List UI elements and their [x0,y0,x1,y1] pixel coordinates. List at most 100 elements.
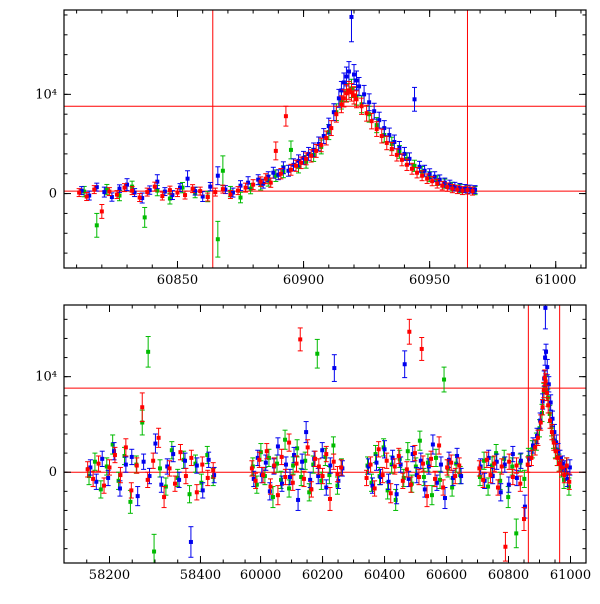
data-point [253,472,259,489]
data-point [374,121,380,137]
x-tick-label: 60800 [488,568,529,583]
data-point [326,465,332,485]
data-point [116,184,122,193]
data-point [306,483,312,502]
data-point [417,430,423,451]
x-tick-label: 61000 [550,568,591,583]
data-point [139,392,145,423]
data-point [416,468,422,486]
data-point [303,152,309,166]
data-point [141,453,147,470]
data-point [477,467,483,487]
data-point [101,186,107,198]
data-point [318,137,324,153]
data-point [270,166,276,179]
bottom-panel: 58200 58400 60000 60200 60400 60600 60800 61000… [35,304,591,583]
data-point [290,474,296,491]
data-point [373,454,379,471]
data-point [412,86,418,112]
data-point [99,450,105,467]
data-point [356,76,362,96]
data-point [291,446,297,464]
data-point [408,476,414,493]
data-point [164,458,170,475]
data-point [354,90,360,109]
top-panel-ticks [64,10,586,268]
data-point [476,460,482,477]
data-point [263,173,269,185]
data-point [275,437,281,456]
data-point [376,441,382,458]
data-point [498,483,504,502]
data-point [429,176,435,187]
data-point [394,148,400,162]
data-point [129,186,135,196]
data-point [419,336,425,361]
data-point [386,127,392,143]
data-point [424,485,430,508]
data-point [144,187,150,197]
data-point [94,212,100,238]
data-point [564,457,570,474]
data-point [414,466,420,484]
data-point [392,458,398,475]
data-point [464,185,470,195]
data-point [400,472,406,489]
data-point [122,183,128,193]
x-tick-label: 60200 [302,568,343,583]
data-point [525,456,531,473]
data-point [433,448,439,467]
data-point [260,178,266,189]
data-point [172,475,178,492]
data-point [338,95,344,114]
data-point [379,128,385,144]
data-point [188,449,194,467]
data-point [93,473,99,490]
bottom-panel-content [64,305,586,563]
data-point [323,130,329,146]
x-tick-label: 58400 [180,568,221,583]
data-point [215,220,221,258]
data-point [371,102,377,120]
data-point [438,456,444,473]
data-point [494,453,500,470]
data-point [283,456,289,473]
data-point [220,155,226,187]
x-tick-label: 60950 [409,273,450,288]
data-point [470,186,476,196]
data-point [485,477,491,496]
data-point [449,184,455,194]
data-point [101,477,107,494]
data-point [282,429,288,450]
data-point [127,489,133,514]
data-point [134,457,140,474]
data-point [316,458,322,475]
data-point [285,164,291,177]
data-point [305,439,311,456]
data-point [98,480,104,499]
data-point [378,468,384,486]
data-point [491,455,497,472]
bottom-panel-green-band [86,336,572,563]
data-point [200,482,206,499]
data-point [308,481,314,498]
data-point [506,476,512,493]
data-point [123,456,129,473]
data-point [286,479,292,498]
bottom-panel-ticks [63,305,587,563]
data-point [279,475,285,492]
data-point [227,190,233,200]
data-point [388,483,394,504]
data-point [273,169,279,182]
data-point [152,181,158,192]
data-point [384,135,390,151]
top-panel-content [64,10,586,268]
data-point [444,182,450,192]
data-point [550,410,556,427]
data-point [540,399,546,416]
y-tick-label: 0 [49,465,57,480]
data-point [518,452,524,469]
data-point [369,112,375,130]
data-point [84,192,90,202]
y-tick-label: 10⁴ [35,370,57,385]
